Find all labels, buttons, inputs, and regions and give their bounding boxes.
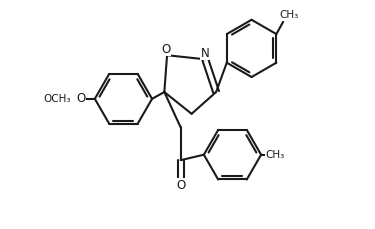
Text: N: N [201, 47, 210, 60]
Text: CH₃: CH₃ [279, 10, 298, 20]
Text: O: O [161, 43, 170, 56]
Text: OCH₃: OCH₃ [44, 94, 71, 104]
Text: CH₃: CH₃ [265, 150, 284, 160]
Text: O: O [176, 179, 185, 192]
Text: O: O [76, 92, 86, 105]
